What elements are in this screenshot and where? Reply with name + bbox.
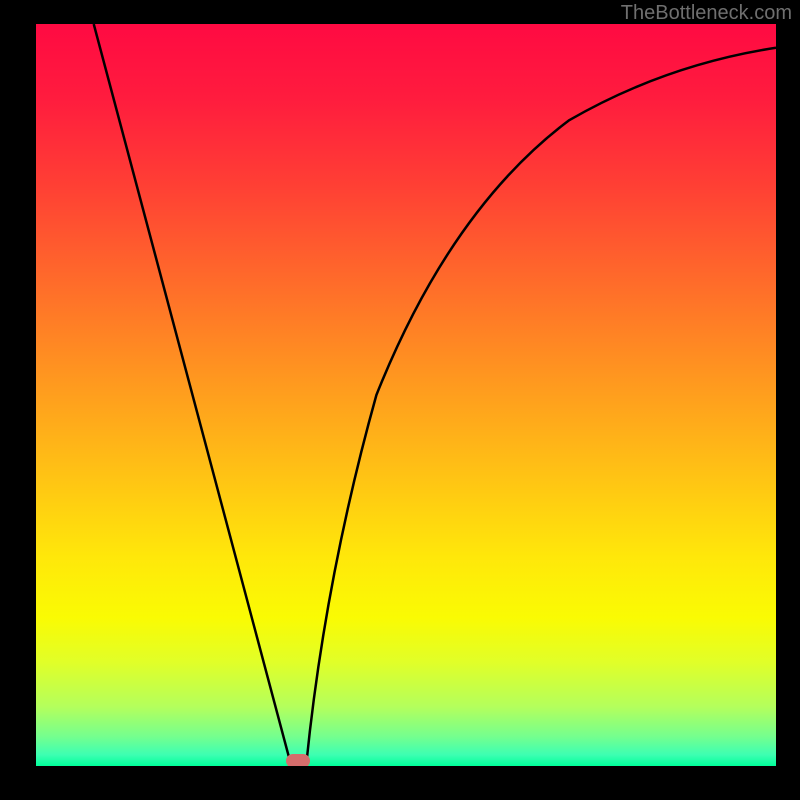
minimum-marker [286,754,310,766]
curve-left-branch [94,24,292,766]
chart-plot-area [36,24,776,766]
curve-right-branch [306,48,776,766]
watermark-text: TheBottleneck.com [621,2,792,25]
chart-curve-layer [36,24,776,766]
